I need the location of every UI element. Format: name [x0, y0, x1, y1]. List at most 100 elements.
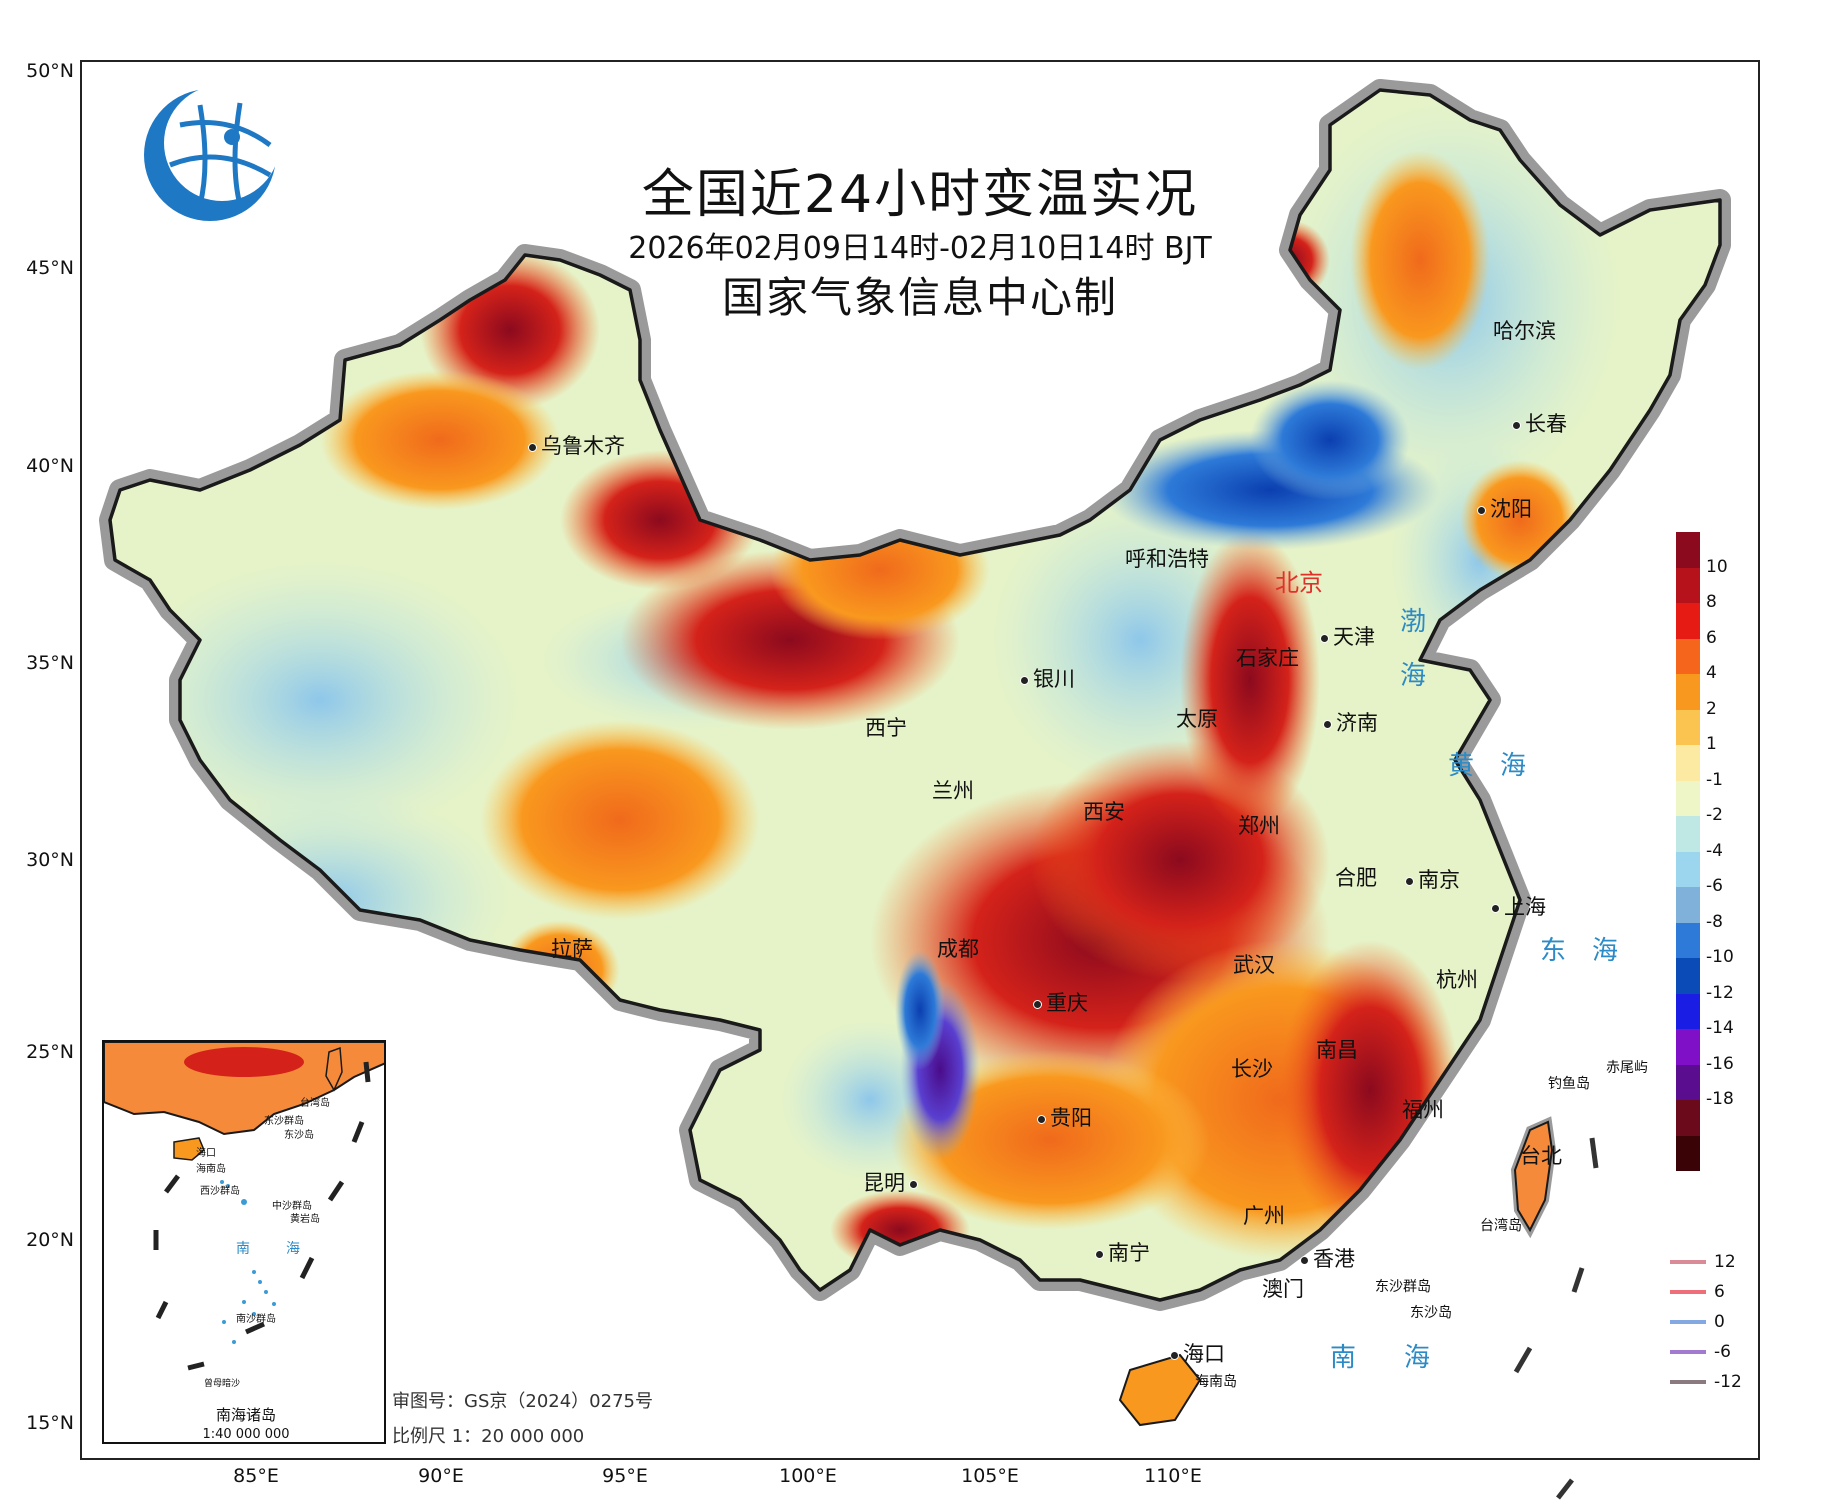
colorbar-label: 1 — [1706, 734, 1717, 754]
contour-swatch-icon — [1670, 1380, 1706, 1384]
colorbar-label: -18 — [1706, 1089, 1734, 1109]
colorbar-cell — [1676, 532, 1700, 568]
lat-label-50: 50°N — [26, 60, 74, 82]
sea-huanghai: 黄海 — [1448, 751, 1553, 781]
city-lhasa: 拉萨 — [551, 937, 593, 961]
city-zhengzhou: 郑州 — [1238, 814, 1280, 838]
inset-label-haikou: 海口 — [196, 1148, 216, 1159]
inset-label-taiwan: 台湾岛 — [300, 1098, 330, 1109]
contour-legend-minus6: -6 — [1670, 1342, 1731, 1362]
lat-label-15: 15°N — [26, 1412, 74, 1434]
city-marker-icon — [1323, 719, 1332, 729]
maritime-boundary-dashes — [1513, 1137, 1599, 1500]
city-shijiazhuang: 石家庄 — [1236, 646, 1299, 670]
producer-label: 国家气象信息中心制 — [721, 273, 1118, 322]
inset-label-zhongsha: 中沙群岛 — [272, 1201, 312, 1212]
colorbar-label: 4 — [1706, 663, 1717, 683]
city-marker-icon — [1095, 1249, 1104, 1259]
colorbar-label: -8 — [1706, 911, 1723, 932]
city-marker-icon — [1320, 633, 1329, 643]
colorbar-label: -16 — [1706, 1053, 1734, 1074]
city-hongkong: 香港 — [1300, 1243, 1355, 1273]
colorbar-cell — [1676, 1135, 1700, 1171]
contour-swatch-icon — [1670, 1260, 1706, 1264]
city-marker-icon — [528, 442, 537, 452]
inset-label-zengmu: 曾母暗沙 — [204, 1379, 241, 1389]
city-taiyuan: 太原 — [1176, 707, 1218, 731]
map-title: 全国近24小时变温实况 — [641, 165, 1199, 225]
contour-legend-0: 0 — [1670, 1312, 1725, 1332]
colorbar-label: -12 — [1706, 982, 1734, 1003]
city-fuzhou: 福州 — [1402, 1098, 1444, 1122]
lat-label-35: 35°N — [26, 652, 74, 674]
city-chengdu: 成都 — [937, 937, 979, 961]
city-marker-icon — [1477, 505, 1486, 515]
island-taiwan: 台湾岛 — [1480, 1218, 1522, 1234]
time-range: 2026年02月09日14时-02月10日14时 BJT — [628, 231, 1212, 266]
contour-swatch-icon — [1670, 1320, 1706, 1324]
island-chiwei: 赤尾屿 — [1606, 1060, 1648, 1076]
inset-map — [104, 1042, 384, 1371]
colorbar-label: 10 — [1706, 556, 1728, 577]
city-guangzhou: 广州 — [1243, 1204, 1285, 1228]
inset-label-nansha: 南沙群岛 — [236, 1314, 276, 1325]
city-hefei: 合肥 — [1335, 866, 1377, 890]
city-wuhan: 武汉 — [1233, 953, 1275, 977]
lon-label-100: 100°E — [779, 1465, 837, 1487]
colorbar-cell — [1676, 1100, 1700, 1136]
colorbar-cell — [1676, 816, 1700, 852]
island-dongsha-dao: 东沙岛 — [1410, 1305, 1452, 1321]
lon-label-90: 90°E — [418, 1465, 464, 1487]
city-taipei: 台北 — [1520, 1144, 1562, 1168]
inset-scale: 1:40 000 000 — [202, 1427, 290, 1442]
city-xian: 西安 — [1083, 800, 1125, 824]
city-nanchang: 南昌 — [1316, 1038, 1358, 1062]
colorbar-label: -4 — [1706, 840, 1723, 861]
lon-label-95: 95°E — [602, 1465, 648, 1487]
inset-label-xisha: 西沙群岛 — [200, 1186, 240, 1197]
colorbar-cell — [1676, 745, 1700, 781]
city-marker-icon — [1491, 903, 1500, 913]
inset-title: 南海诸岛 — [215, 1406, 276, 1424]
lon-label-105: 105°E — [961, 1465, 1019, 1487]
city-chongqing: 重庆 — [1033, 987, 1088, 1017]
colorbar-cell — [1676, 922, 1700, 958]
inset-label-dongsha-qundao: 东沙群岛 — [264, 1116, 304, 1127]
city-yinchuan: 银川 — [1020, 663, 1075, 693]
inset-label-huangyan: 黄岩岛 — [290, 1214, 320, 1225]
lat-label-20: 20°N — [26, 1229, 74, 1251]
colorbar-label: 2 — [1706, 698, 1717, 719]
island-dongsha-qundao: 东沙群岛 — [1375, 1279, 1431, 1295]
city-guiyang: 贵阳 — [1037, 1102, 1092, 1132]
inset-label-dongsha-dao: 东沙岛 — [284, 1130, 314, 1141]
colorbar-label: -2 — [1706, 805, 1723, 825]
colorbar-cell — [1676, 958, 1700, 994]
colorbar-cell — [1676, 887, 1700, 923]
sea-donghai: 东海 — [1540, 936, 1645, 966]
approval-number: 审图号：GS京（2024）0275号 — [392, 1391, 653, 1412]
colorbar-cell — [1676, 1029, 1700, 1065]
contour-swatch-icon — [1670, 1350, 1706, 1354]
inset-label-hainan: 海南岛 — [196, 1164, 226, 1175]
lat-label-45: 45°N — [26, 257, 74, 279]
colorbar-cell — [1676, 851, 1700, 887]
contour-legend-6: 6 — [1670, 1282, 1725, 1302]
city-nanjing: 南京 — [1405, 864, 1460, 894]
city-marker-icon — [1037, 1114, 1046, 1124]
city-harbin: 哈尔滨 — [1493, 319, 1556, 343]
island-diaoyu: 钓鱼岛 — [1548, 1076, 1590, 1092]
sea-nanhai: 南海 — [1330, 1343, 1479, 1373]
nmic-logo-icon — [144, 85, 280, 221]
city-marker-icon — [909, 1179, 918, 1189]
south-china-sea-inset: 台湾岛 东沙群岛 东沙岛 海口 海南岛 西沙群岛 中沙群岛 黄岩岛 南 海 南沙… — [102, 1040, 386, 1444]
colorbar-cell — [1676, 1064, 1700, 1100]
city-beijing: 北京 — [1275, 569, 1323, 597]
city-marker-icon — [1033, 999, 1042, 1009]
city-nanning: 南宁 — [1095, 1237, 1150, 1267]
city-changchun: 长春 — [1512, 408, 1567, 438]
inset-label-hai: 海 — [286, 1241, 300, 1257]
city-urumqi: 乌鲁木齐 — [528, 430, 625, 460]
city-lanzhou: 兰州 — [932, 779, 974, 803]
colorbar-label: -1 — [1706, 769, 1723, 790]
